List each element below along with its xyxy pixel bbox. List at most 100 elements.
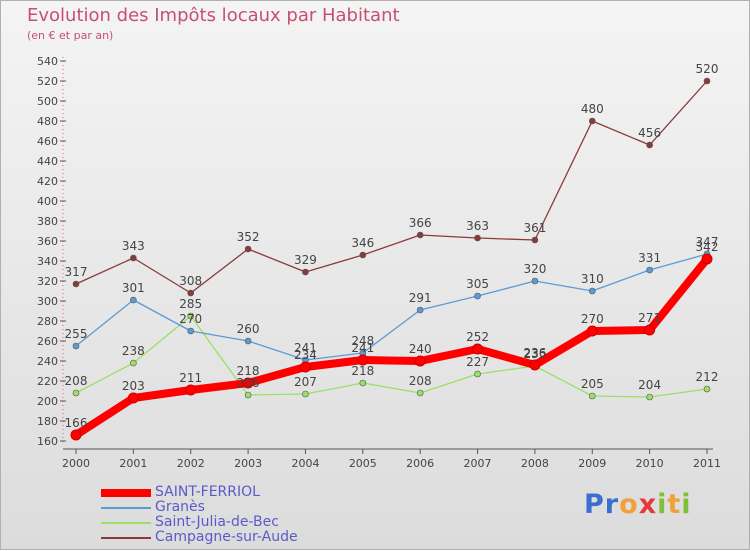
data-point [644, 324, 656, 336]
data-label: 211 [179, 371, 202, 385]
data-label: 204 [638, 378, 661, 392]
data-point [701, 253, 713, 265]
data-label: 342 [696, 240, 719, 254]
data-point [187, 327, 195, 335]
x-tick-label: 2003 [234, 457, 262, 470]
y-tick-label: 480 [37, 115, 58, 128]
data-label: 270 [179, 312, 202, 326]
data-label: 456 [638, 126, 661, 140]
data-point [531, 236, 539, 244]
data-label: 308 [179, 274, 202, 288]
data-point [531, 277, 539, 285]
data-label: 208 [409, 374, 432, 388]
y-tick-label: 540 [37, 55, 58, 68]
data-point [416, 389, 424, 397]
y-tick-label: 200 [37, 395, 58, 408]
data-label: 255 [65, 327, 88, 341]
data-point [359, 379, 367, 387]
series-line-0 [72, 255, 711, 439]
x-tick-label: 2011 [693, 457, 721, 470]
y-tick-label: 220 [37, 375, 58, 388]
data-point [187, 289, 195, 297]
x-tick-label: 2007 [464, 457, 492, 470]
data-point [529, 359, 541, 371]
data-label: 218 [237, 364, 260, 378]
y-tick-label: 440 [37, 155, 58, 168]
data-point [72, 389, 80, 397]
data-label: 238 [122, 344, 145, 358]
data-label: 343 [122, 239, 145, 253]
y-tick-label: 300 [37, 295, 58, 308]
data-point [299, 361, 311, 373]
y-tick-label: 280 [37, 315, 58, 328]
data-label: 317 [65, 265, 88, 279]
data-label: 252 [466, 330, 489, 344]
data-point [416, 306, 424, 314]
data-label: 241 [294, 341, 317, 355]
data-label: 331 [638, 251, 661, 265]
series-line-2 [75, 315, 708, 398]
data-label: 205 [581, 377, 604, 391]
data-label: 234 [294, 348, 317, 362]
logo-letter: x [638, 489, 658, 520]
y-tick-label: 240 [37, 355, 58, 368]
data-label: 320 [523, 262, 546, 276]
data-label: 208 [65, 374, 88, 388]
data-label: 352 [237, 230, 260, 244]
x-tick-label: 2001 [119, 457, 147, 470]
data-point [244, 245, 252, 253]
logo-letter: t [667, 489, 682, 520]
data-point [185, 384, 197, 396]
data-point [130, 254, 137, 262]
proxiti-logo: Proxiti [584, 489, 692, 520]
data-point [72, 342, 80, 350]
x-tick-label: 2009 [578, 457, 606, 470]
logo-letter: i [681, 489, 692, 520]
legend-item: SAINT-FERRIOL [101, 484, 421, 501]
data-point [703, 77, 711, 85]
data-label: 346 [351, 236, 374, 250]
data-point [359, 251, 367, 259]
data-point [414, 355, 426, 367]
data-point [474, 234, 481, 242]
data-label: 227 [466, 355, 489, 369]
data-label: 480 [581, 102, 604, 116]
data-label: 240 [409, 342, 432, 356]
data-point [703, 385, 711, 393]
data-label: 305 [466, 277, 489, 291]
legend-label: SAINT-FERRIOL [155, 484, 260, 500]
data-label: 218 [351, 364, 374, 378]
data-label: 260 [237, 322, 260, 336]
data-label: 236 [523, 346, 546, 360]
data-label: 235 [523, 347, 546, 361]
data-point [127, 392, 139, 404]
data-label: 271 [638, 311, 661, 325]
data-label: 301 [122, 281, 145, 295]
data-point [357, 354, 369, 366]
data-label: 207 [294, 375, 317, 389]
data-point [416, 231, 424, 239]
data-label: 203 [122, 379, 145, 393]
data-label: 206 [237, 376, 260, 390]
chart-subtitle: (en € et par an) [27, 29, 114, 42]
y-tick-label: 360 [37, 235, 58, 248]
data-point [130, 359, 137, 367]
data-point [302, 268, 309, 276]
data-label: 361 [523, 221, 546, 235]
data-point [70, 429, 82, 441]
logo-letter: o [619, 489, 639, 520]
data-point [302, 390, 309, 398]
y-tick-label: 180 [37, 415, 58, 428]
x-tick-label: 2000 [62, 457, 90, 470]
data-point [588, 392, 596, 400]
data-label: 241 [351, 341, 374, 355]
legend-item: Saint-Julia-de-Bec [101, 514, 421, 531]
x-tick-label: 2006 [406, 457, 434, 470]
data-label: 248 [351, 334, 374, 348]
data-label: 520 [696, 62, 719, 76]
y-tick-label: 340 [37, 255, 58, 268]
legend-label: Campagne-sur-Aude [155, 529, 298, 545]
logo-letter: i [657, 489, 668, 520]
